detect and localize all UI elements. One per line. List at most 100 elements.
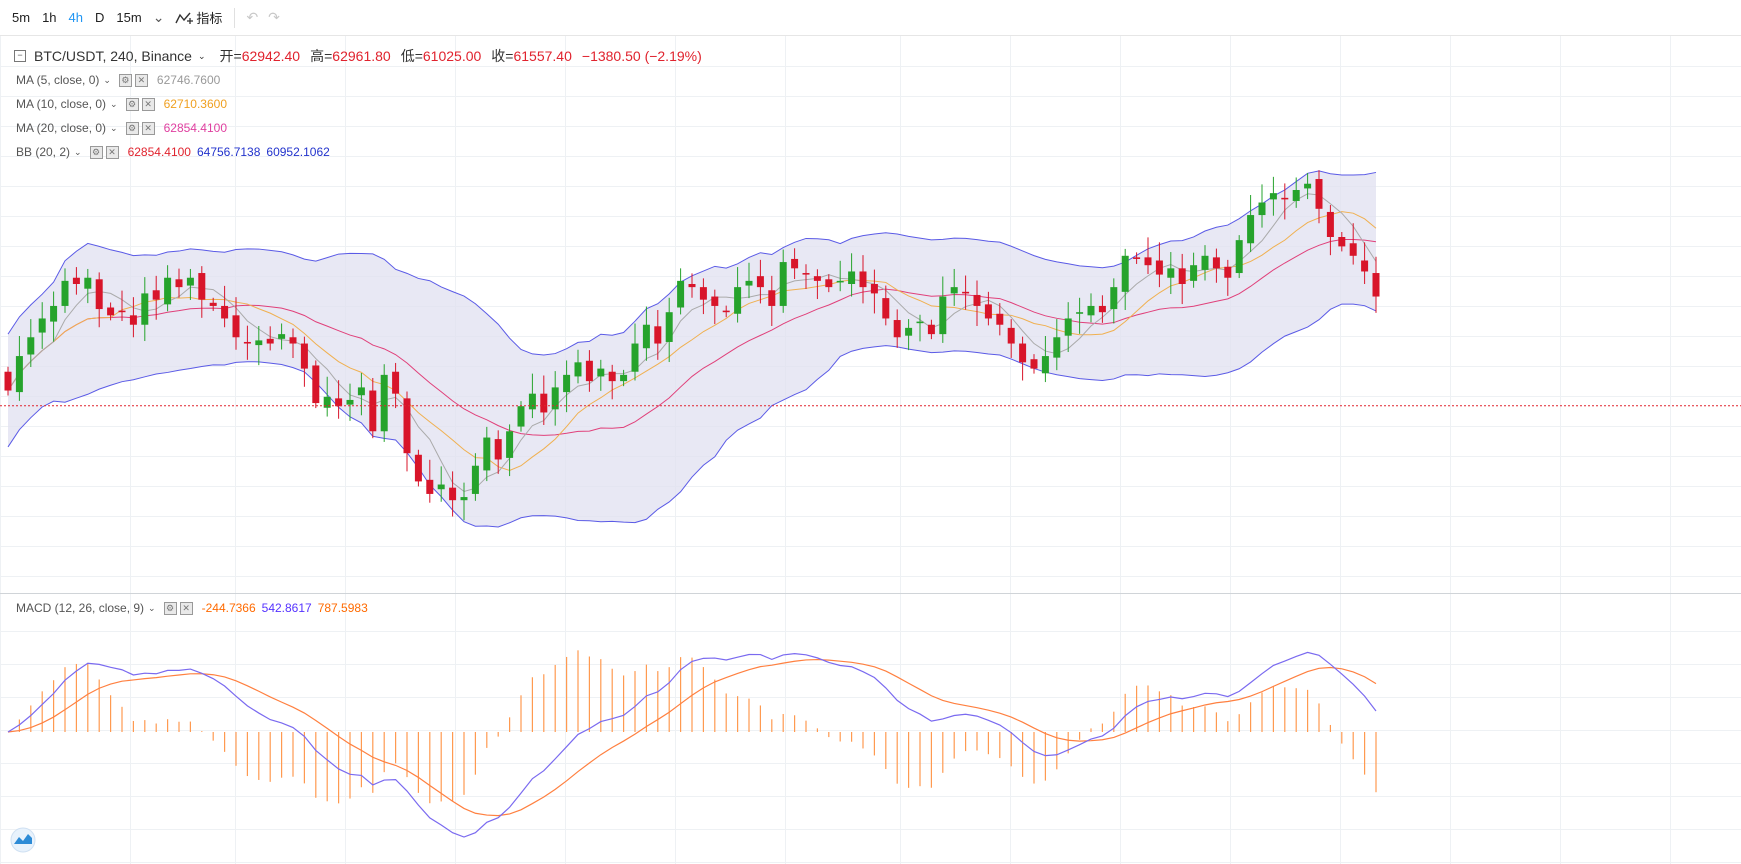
candle-body [1281, 197, 1289, 200]
ma20-label[interactable]: MA (20, close, 0) [16, 121, 107, 135]
ma5-label[interactable]: MA (5, close, 0) [16, 73, 100, 87]
candle-body [243, 341, 251, 344]
candle-body [129, 315, 137, 325]
candle-body [506, 431, 514, 458]
ma20-close-icon[interactable]: ✕ [141, 121, 155, 135]
candle-body [1121, 255, 1129, 292]
interval-5m-button[interactable]: 5m [12, 10, 31, 25]
indicators-button[interactable]: 指标 [169, 5, 228, 30]
ma5-close-icon[interactable]: ✕ [134, 73, 148, 87]
undo-icon[interactable]: ↶ [246, 9, 259, 25]
symbol-chevron-icon[interactable]: ⌄ [197, 50, 206, 61]
ma10-settings-icon[interactable]: ⚙ [125, 97, 139, 111]
top-toolbar: 5m 1h 4h D 15m ⌄ 指标 ↶ ↷ [0, 0, 1741, 36]
interval-d-button[interactable]: D [95, 10, 105, 25]
candle-body [1212, 257, 1220, 269]
candle-body [1224, 266, 1232, 278]
candle-body [323, 396, 331, 408]
candle-body [608, 371, 616, 382]
candle-body [449, 487, 457, 501]
candle-body [255, 340, 263, 346]
candle-body [1087, 305, 1095, 316]
candle-body [825, 279, 833, 288]
candle-body [699, 287, 707, 300]
candle-body [1007, 327, 1015, 344]
candle-body [642, 324, 650, 349]
candle-body [848, 271, 856, 284]
tradingview-logo-icon[interactable] [8, 826, 38, 854]
candle-body [335, 398, 343, 407]
bb-chevron-icon[interactable]: ⌄ [74, 146, 82, 157]
candle-body [72, 277, 80, 284]
ma10-chevron-icon[interactable]: ⌄ [110, 98, 118, 109]
candle-body [973, 294, 981, 306]
bb-settings-icon[interactable]: ⚙ [89, 145, 103, 159]
ma5-settings-icon[interactable]: ⚙ [118, 73, 132, 87]
candle-body [152, 290, 160, 300]
redo-icon[interactable]: ↷ [268, 9, 280, 25]
interval-4h-button[interactable]: 4h [68, 10, 83, 25]
ma10-label[interactable]: MA (10, close, 0) [16, 97, 107, 111]
candle-body [1235, 240, 1243, 274]
macd-close-icon[interactable]: ✕ [179, 601, 193, 615]
chart-area[interactable] [0, 36, 1741, 864]
candle-body [665, 312, 673, 342]
candle-body [1155, 260, 1163, 275]
interval-15m-button[interactable]: 15m [116, 10, 142, 25]
candle-body [1167, 268, 1175, 278]
candle-body [483, 437, 491, 471]
candle-body [107, 307, 115, 316]
macd-chevron-icon[interactable]: ⌄ [148, 602, 156, 613]
candle-body [1338, 237, 1346, 247]
low-label: 低 [400, 48, 415, 64]
symbol-label[interactable]: BTC/USDT, 240, Binance [34, 48, 192, 64]
candle-body [403, 398, 411, 454]
candle-body [175, 279, 183, 288]
candle-body [859, 271, 867, 288]
candle-body [711, 296, 719, 306]
candle-body [1269, 193, 1277, 200]
candle-body [722, 310, 730, 313]
candle-body [1098, 305, 1106, 313]
candle-body [791, 258, 799, 269]
candle-body [870, 284, 878, 294]
candle-body [631, 343, 639, 372]
ma20-chevron-icon[interactable]: ⌄ [110, 122, 118, 133]
candle-body [392, 371, 400, 394]
macd-settings-icon[interactable]: ⚙ [163, 601, 177, 615]
candle-body [209, 302, 217, 306]
bb-label[interactable]: BB (20, 2) [16, 145, 71, 159]
candle-body [61, 280, 69, 306]
bb-close-icon[interactable]: ✕ [105, 145, 119, 159]
candle-body [996, 313, 1004, 325]
ma10-close-icon[interactable]: ✕ [141, 97, 155, 111]
candle-body [950, 287, 958, 294]
ma5-chevron-icon[interactable]: ⌄ [103, 74, 111, 85]
main-pane-collapse-icon[interactable]: − [14, 50, 26, 62]
candle-body [414, 454, 422, 482]
high-value: 62961.80 [332, 48, 391, 64]
macd-label[interactable]: MACD (12, 26, close, 9) [16, 601, 145, 615]
bb-lower-line [7, 303, 1377, 528]
candle-body [962, 291, 970, 294]
interval-1h-button[interactable]: 1h [42, 10, 57, 25]
bb-band-fill [8, 170, 1376, 528]
candle-body [768, 290, 776, 306]
ma5-legend: MA (5, close, 0) ⌄ ⚙ ✕ 62746.7600 [16, 73, 220, 87]
chart-canvas[interactable] [0, 36, 1741, 864]
macd-line-value: 542.8617 [261, 601, 312, 615]
candle-body [734, 287, 742, 314]
candle-body [300, 343, 308, 369]
candle-body [1326, 211, 1334, 237]
candle-body [15, 356, 23, 393]
candle-body [756, 276, 764, 288]
candle-body [346, 399, 354, 405]
candle-body [540, 393, 548, 413]
candle-body [426, 479, 434, 494]
interval-dropdown-chevron-icon[interactable]: ⌄ [152, 9, 165, 25]
candle-body [1349, 243, 1357, 256]
candle-body [1304, 183, 1312, 189]
candle-body [198, 273, 206, 300]
ma20-settings-icon[interactable]: ⚙ [125, 121, 139, 135]
ma20-value: 62854.4100 [163, 121, 227, 135]
